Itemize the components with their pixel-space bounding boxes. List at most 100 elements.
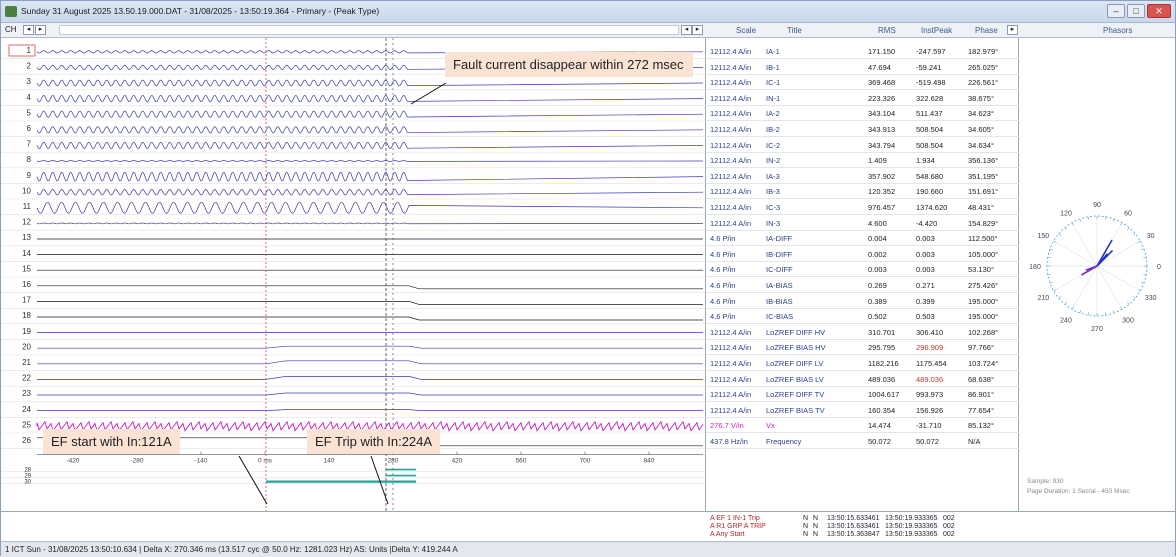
cell-title: IA-2 [766, 109, 780, 119]
channel-number[interactable]: 23 [22, 389, 31, 398]
channel-number[interactable]: 4 [27, 93, 32, 102]
table-row[interactable]: 4.6 P/in IC-BIAS 0.502 0.503 195.000° [706, 309, 1019, 325]
scroll-left-icon[interactable]: ◂ [681, 25, 692, 35]
channel-number[interactable]: 7 [27, 140, 32, 149]
time-scrollbar[interactable] [59, 25, 679, 35]
table-row[interactable]: 12112.4 A/in IA-2 343.104 511.437 34.623° [706, 106, 1019, 122]
channel-number[interactable]: 21 [22, 358, 31, 367]
cell-rms: 1182.216 [868, 359, 899, 368]
title-bar: Sunday 31 August 2025 13.50.19.000.DAT -… [1, 1, 1175, 23]
channel-number[interactable]: 14 [22, 249, 31, 258]
channel-number[interactable]: 8 [27, 155, 32, 164]
channel-number[interactable]: 19 [22, 327, 31, 336]
table-row[interactable]: 4.6 P/in IA-DIFF 0.004 0.003 112.500° [706, 231, 1019, 247]
table-row[interactable]: 12112.4 A/in IA-3 357.902 548.680 351.195° [706, 169, 1019, 184]
cell-scale: 12112.4 A/in [710, 203, 752, 212]
table-row[interactable]: 12112.4 A/in IC-1 369.468 -519.498 226.561° [706, 75, 1019, 91]
event-name[interactable]: A R1 GRP A TRIP [710, 523, 766, 530]
cell-title: Vx [766, 421, 775, 431]
channel-number[interactable]: 24 [22, 405, 31, 414]
event-c: 002 [943, 523, 955, 530]
cell-ph: 265.025° [968, 62, 999, 72]
col-header-instpeak[interactable]: InstPeak [921, 26, 953, 35]
channel-prev-icon[interactable]: ◂ [23, 25, 34, 35]
col-header-title[interactable]: Title [787, 26, 802, 35]
channel-number[interactable]: 2 [27, 62, 32, 71]
phasor-panel: 90 60 30 0 330 300 270 240 210 180 150 120 Sample: … [1019, 38, 1175, 511]
phasor-angle-label: 0 [1157, 264, 1161, 271]
table-row[interactable]: 12112.4 A/in IN-3 4.600 -4.420 154.829° [706, 216, 1019, 231]
event-name[interactable]: A Any Start [710, 531, 745, 538]
table-row[interactable]: 12112.4 A/in LoZREF DIFF LV 1182.216 1175.4… [706, 356, 1019, 371]
digital-row-number: 30 [24, 480, 31, 486]
cell-ip: 0.003 [916, 249, 935, 259]
table-row[interactable]: 12112.4 A/in IB-1 47.694 -59.241 265.025° [706, 60, 1019, 75]
cell-ph: 154.829° [968, 218, 999, 228]
cell-ph: 151.691° [968, 187, 999, 197]
table-row[interactable]: 12112.4 A/in LoZREF BIAS LV 489.036 489.036… [706, 372, 1019, 387]
cell-ph: 105.000° [968, 249, 999, 259]
scroll-right-icon[interactable]: ▸ [692, 25, 703, 35]
channel-number[interactable]: 13 [22, 233, 31, 242]
close-button[interactable]: ✕ [1147, 4, 1171, 18]
cell-rms: 1.409 [868, 156, 887, 166]
fault-arrow [410, 82, 447, 105]
status-bar: 1 ICT Sun - 31/08/2025 13:50:10.634 | De… [1, 541, 1175, 557]
col-header-scale[interactable]: Scale [736, 26, 757, 35]
channel-number[interactable]: 16 [22, 280, 31, 289]
table-row[interactable]: 4.6 P/in IB-BIAS 0.389 0.399 195.000° [706, 294, 1019, 309]
channel-number[interactable]: 11 [23, 202, 32, 211]
table-row[interactable]: 12112.4 A/in LoZREF DIFF TV 1004.617 993.97… [706, 387, 1019, 403]
table-row[interactable]: 4.6 P/in IC-DIFF 0.003 0.003 53.130° [706, 262, 1019, 278]
table-row[interactable]: 12112.4 A/in IC-3 976.457 1374.620 48.431° [706, 200, 1019, 215]
col-header-rms[interactable]: RMS [878, 26, 896, 35]
channel-number[interactable]: 9 [27, 171, 32, 180]
channel-number[interactable]: 12 [22, 218, 31, 227]
table-row[interactable]: 4.6 P/in IB-DIFF 0.002 0.003 105.000° [706, 247, 1019, 262]
table-row[interactable]: 4.6 P/in IA-BIAS 0.269 0.271 275.426° [706, 278, 1019, 293]
table-row[interactable]: 12112.4 A/in LoZREF DIFF HV 310.701 306.410… [706, 325, 1019, 340]
cell-scale: 12112.4 A/in [710, 47, 752, 56]
cell-rms: 343.913 [868, 125, 896, 134]
channel-next-icon[interactable]: ▸ [35, 25, 46, 35]
phasor-vector [1085, 265, 1098, 271]
cell-title: IN-2 [766, 156, 781, 166]
channel-number[interactable]: 22 [22, 374, 31, 383]
cell-rms: 1004.617 [868, 390, 900, 400]
cell-ph: 34.623° [968, 109, 994, 119]
table-row[interactable]: 12112.4 A/in IB-2 343.913 508.504 34.605° [706, 122, 1019, 137]
channel-number[interactable]: 10 [22, 186, 31, 195]
cell-title: LoZREF DIFF TV [766, 390, 825, 400]
maximize-button[interactable]: □ [1127, 4, 1145, 18]
minimize-button[interactable]: – [1107, 4, 1125, 18]
channel-number[interactable]: 25 [22, 420, 31, 429]
cell-title: IN-1 [766, 93, 781, 103]
table-row[interactable]: 437.8 Hz/in Frequency 50.072 50.072 N/A [706, 434, 1019, 449]
pin-icon[interactable]: ▸ [1007, 25, 1018, 35]
time-tick-label: 420 [452, 458, 463, 465]
event-a: N [803, 515, 809, 522]
col-header-phase[interactable]: Phase [975, 26, 998, 35]
channel-number[interactable]: 17 [22, 296, 31, 305]
cell-ph: 112.500° [968, 234, 998, 244]
table-row[interactable]: 12112.4 A/in IC-2 343.794 508.504 34.634° [706, 138, 1019, 153]
table-row[interactable]: 12112.4 A/in LoZREF BIAS HV 295.795 296.909… [706, 340, 1019, 356]
channel-number[interactable]: 15 [22, 264, 31, 273]
table-row[interactable]: 12112.4 A/in IN-2 1.409 1.934 356.136° [706, 153, 1019, 169]
channel-number[interactable]: 5 [27, 108, 32, 117]
table-row[interactable]: 12112.4 A/in IB-3 120.352 190.660 151.691° [706, 184, 1019, 200]
table-row[interactable]: 12112.4 A/in IN-1 223.326 322.628 38.675° [706, 91, 1019, 106]
event-name[interactable]: A EF 1 IN-1 Trip [710, 515, 760, 522]
channel-number[interactable]: 18 [22, 311, 31, 320]
channel-number[interactable]: 6 [27, 124, 32, 133]
channel-number[interactable]: 20 [22, 342, 31, 351]
table-row[interactable]: 276.7 V/in Vx 14.474 -31.710 85.132° [706, 418, 1019, 434]
event-c: 002 [943, 515, 955, 522]
channel-number[interactable]: 3 [27, 77, 32, 86]
channel-number[interactable]: 1 [27, 46, 32, 55]
table-row[interactable]: 12112.4 A/in IA-1 171.150 -247.597 182.979° [706, 44, 1019, 59]
waveform-plot[interactable]: 1 2 3 4 5 6 7 8 9 10 11 12 13 14 15 16 17 18 19 20 21 22 23 24 2… [1, 38, 706, 511]
channel-number[interactable]: 26 [22, 436, 31, 445]
table-row[interactable]: 12112.4 A/in LoZREF BIAS TV 160.354 156.926… [706, 403, 1019, 418]
